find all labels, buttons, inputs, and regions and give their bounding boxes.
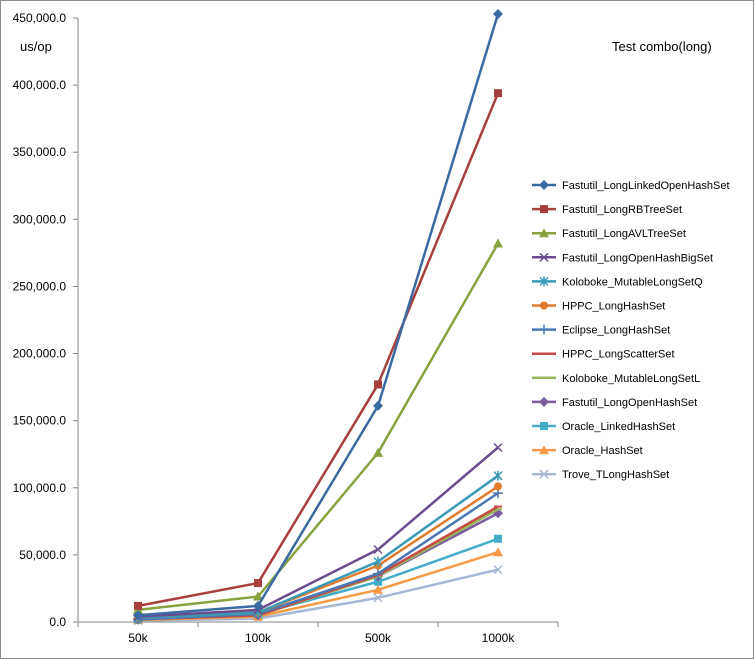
x-tick-label: 500k xyxy=(365,631,392,645)
series-line xyxy=(137,492,499,621)
legend-item: Koloboke_MutableLongSetQ xyxy=(532,276,703,288)
data-point xyxy=(493,565,503,575)
series-line xyxy=(137,13,500,617)
x-tick-label: 50k xyxy=(128,631,148,645)
y-ticks: 0.0 50,000.0 100,000.0 150,000.0 200,000.0 25… xyxy=(13,11,78,629)
series-koloboke-mutablelongsetq xyxy=(133,470,503,623)
data-point xyxy=(493,238,503,248)
legend-item: Oracle_LinkedHashSet xyxy=(532,421,675,433)
legend-marker xyxy=(540,422,548,430)
series-layer xyxy=(133,8,503,626)
axes xyxy=(77,18,558,623)
legend-item: Eclipse_LongHashSet xyxy=(532,324,670,337)
data-point xyxy=(373,584,383,594)
legend-label: Fastutil_LongOpenHashSet xyxy=(562,397,697,409)
legend-item: Fastutil_LongOpenHashBigSet xyxy=(532,252,713,264)
series-line xyxy=(137,242,500,612)
y-tick-label: 250,000.0 xyxy=(13,279,67,293)
legend-marker xyxy=(539,252,549,262)
x-tick-label: 1000k xyxy=(482,631,516,645)
y-tick-label: 50,000.0 xyxy=(19,548,66,562)
y-tick-label: 100,000.0 xyxy=(13,481,67,495)
data-point xyxy=(133,610,143,621)
legend-marker xyxy=(540,205,548,214)
series-line xyxy=(137,568,499,622)
chart-title: Test combo(long) xyxy=(612,39,712,54)
legend-label: Eclipse_LongHashSet xyxy=(562,325,670,337)
data-point xyxy=(494,534,502,543)
y-axis-label: us/op xyxy=(20,39,52,54)
legend-marker xyxy=(539,324,549,335)
data-point xyxy=(493,470,503,481)
data-point xyxy=(374,577,382,586)
x-ticks: 50k 100k 500k 1000k xyxy=(77,622,559,645)
data-point xyxy=(373,593,383,603)
data-point xyxy=(373,447,383,457)
data-point xyxy=(374,380,382,389)
legend-item: Koloboke_MutableLongSetL xyxy=(532,373,700,385)
data-point xyxy=(493,547,503,557)
legend-label: Fastutil_LongAVLTreeSet xyxy=(562,228,686,240)
legend-label: Trove_TLongHashSet xyxy=(562,469,669,481)
data-point xyxy=(253,591,263,601)
legend-item: HPPC_LongHashSet xyxy=(532,301,665,313)
series-line xyxy=(137,474,499,620)
legend-item: Fastutil_LongLinkedOpenHashSet xyxy=(532,180,730,192)
legend-item: Fastutil_LongAVLTreeSet xyxy=(532,228,686,240)
legend-item: Fastutil_LongOpenHashSet xyxy=(532,396,697,409)
legend-label: Fastutil_LongLinkedOpenHashSet xyxy=(562,180,730,192)
series-line xyxy=(137,446,499,618)
y-tick-label: 450,000.0 xyxy=(13,11,67,25)
series-fastutil-longrbtreeset xyxy=(134,89,502,610)
series-hppc-longhashset xyxy=(134,482,502,622)
y-tick-label: 0.0 xyxy=(49,615,66,629)
legend-label: Koloboke_MutableLongSetQ xyxy=(562,276,703,288)
y-tick-label: 200,000.0 xyxy=(13,347,67,361)
data-point xyxy=(493,8,503,19)
legend-item: Oracle_HashSet xyxy=(532,445,643,457)
legend-label: HPPC_LongHashSet xyxy=(562,301,665,313)
data-point xyxy=(493,442,503,453)
series-fastutil-longlinkedopenhashset xyxy=(133,8,503,621)
legend-label: Fastutil_LongRBTreeSet xyxy=(562,204,682,216)
legend-marker xyxy=(539,276,549,287)
y-tick-label: 150,000.0 xyxy=(13,414,67,428)
data-point xyxy=(373,544,383,555)
data-point xyxy=(494,89,502,98)
legend-label: Koloboke_MutableLongSetL xyxy=(562,373,700,385)
legend-label: Oracle_LinkedHashSet xyxy=(562,421,675,433)
data-point xyxy=(373,556,383,567)
legend-label: Oracle_HashSet xyxy=(562,445,643,457)
data-point xyxy=(134,601,142,610)
legend-marker xyxy=(539,228,549,238)
legend-marker xyxy=(539,445,549,455)
data-point xyxy=(373,568,383,579)
legend-item: Fastutil_LongRBTreeSet xyxy=(532,204,682,216)
data-point xyxy=(254,579,262,588)
legend-item: Trove_TLongHashSet xyxy=(532,469,669,481)
legend-marker xyxy=(539,469,549,479)
legend: Fastutil_LongLinkedOpenHashSet Fastutil_L… xyxy=(532,180,730,481)
data-point xyxy=(373,400,383,411)
y-tick-label: 300,000.0 xyxy=(13,212,67,226)
x-tick-label: 100k xyxy=(245,631,272,645)
legend-marker xyxy=(539,396,549,407)
data-point xyxy=(493,508,503,519)
y-tick-label: 400,000.0 xyxy=(13,78,67,92)
legend-label: HPPC_LongScatterSet xyxy=(562,349,675,361)
legend-label: Fastutil_LongOpenHashBigSet xyxy=(562,252,713,264)
legend-item: HPPC_LongScatterSet xyxy=(532,349,675,361)
data-point xyxy=(253,600,263,611)
legend-marker xyxy=(540,301,548,310)
y-tick-label: 350,000.0 xyxy=(13,145,67,159)
data-point xyxy=(494,482,502,491)
series-line xyxy=(137,92,500,608)
legend-marker xyxy=(539,180,549,190)
